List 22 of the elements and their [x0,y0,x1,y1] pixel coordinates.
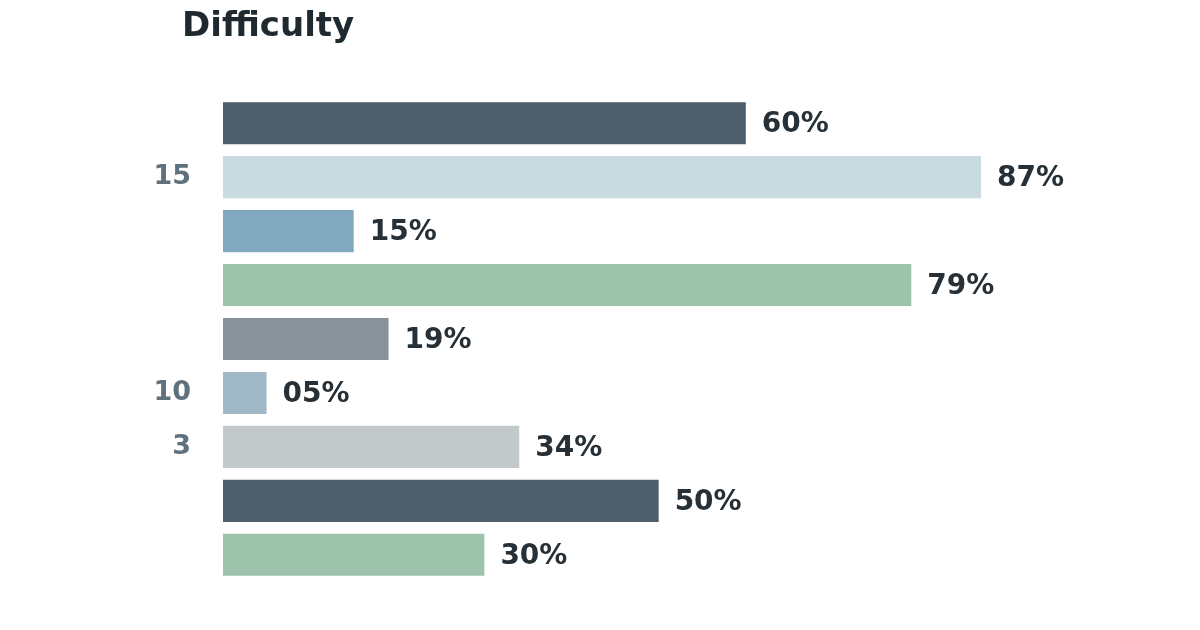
data-label: 34% [535,430,603,464]
bar [223,102,746,145]
bar [223,210,354,253]
data-label: 60% [761,106,829,140]
bar [223,371,267,414]
y-tick-label: 15 [153,159,191,191]
data-label: 50% [674,484,742,518]
data-label: 15% [369,214,437,248]
data-label: 87% [997,160,1065,194]
chart-title: Difficulty [182,3,355,46]
bar [223,156,981,199]
data-label: 30% [500,538,568,572]
data-label: 19% [404,322,472,356]
bar [223,264,912,307]
bar [223,317,389,361]
data-label: 05% [282,376,350,410]
bar [223,425,520,468]
bar [223,479,659,522]
bar [223,533,485,576]
y-tick-label: 3 [172,428,191,460]
y-tick-label: 10 [153,374,191,406]
data-label: 79% [927,268,995,302]
